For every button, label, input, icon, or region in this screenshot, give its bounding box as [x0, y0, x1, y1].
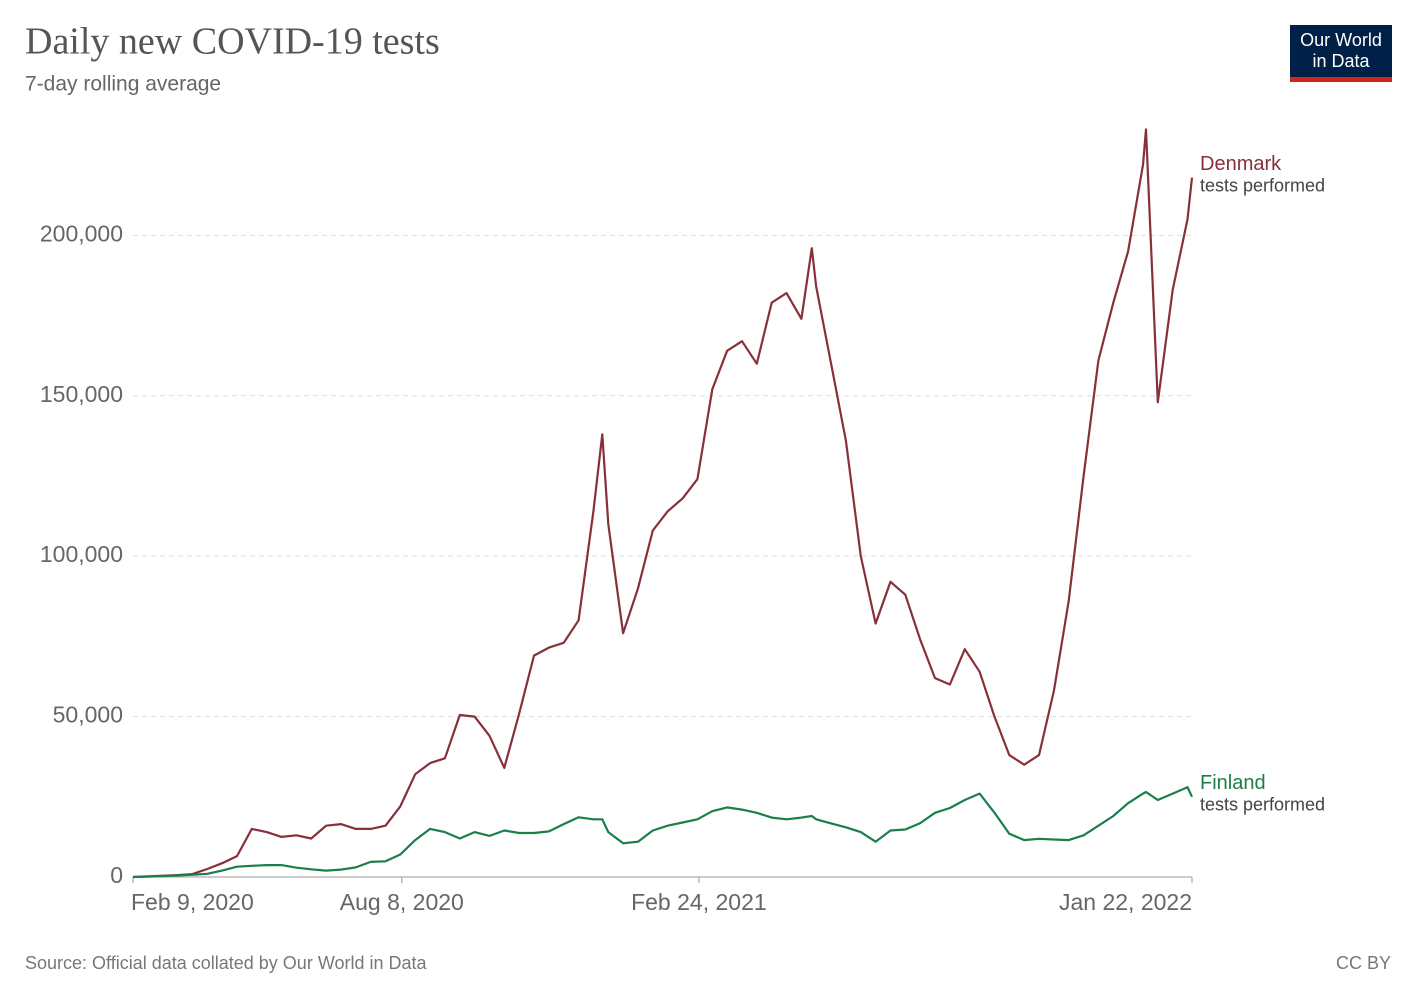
chart-title: Daily new COVID-19 tests: [25, 21, 440, 63]
series-annotation: tests performed: [1200, 175, 1325, 195]
logo: Our World in Data: [1290, 25, 1392, 82]
series-line: [132, 786, 1193, 879]
logo-bar: [1290, 77, 1392, 82]
series-label: Finland: [1200, 772, 1266, 794]
y-tick-label: 50,000: [53, 702, 123, 728]
y-tick-label: 150,000: [40, 381, 123, 407]
x-tick-label: Jan 22, 2022: [1059, 889, 1192, 915]
series-line: [132, 128, 1194, 879]
chart-subtitle: 7-day rolling average: [25, 73, 221, 96]
x-tick-label: Aug 8, 2020: [340, 889, 464, 915]
source: Source: Official data collated by Our Wo…: [25, 953, 428, 973]
logo-box: [1290, 25, 1392, 77]
y-tick-label: 0: [110, 862, 123, 888]
series-label: Denmark: [1200, 153, 1282, 175]
y-tick-label: 200,000: [40, 220, 123, 246]
series-annotation: tests performed: [1200, 795, 1325, 815]
x-tick-label: Feb 24, 2021: [631, 889, 767, 915]
x-tick-label: Feb 9, 2020: [131, 889, 254, 915]
license: CC BY: [1336, 953, 1391, 973]
y-tick-label: 100,000: [40, 541, 123, 567]
logo-text: in Data: [1312, 51, 1370, 71]
logo-text: Our World: [1300, 30, 1382, 50]
